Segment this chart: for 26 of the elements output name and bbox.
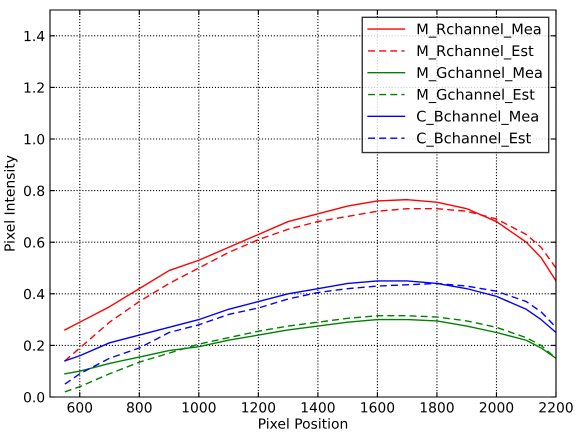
y-tick-label: 1.0 — [24, 134, 44, 144]
x-tick-label: 600 — [67, 402, 92, 413]
legend-label: M_Rchannel_Mea — [418, 23, 540, 38]
legend-label: M_Rchannel_Est — [418, 44, 534, 60]
x-tick-label: 1600 — [361, 402, 394, 413]
line-series — [64, 282, 556, 385]
x-tick-label: 1400 — [302, 402, 335, 413]
y-tick-label: 0.6 — [24, 237, 44, 248]
y-tick-label: 0.8 — [24, 186, 44, 196]
x-tick-label: 800 — [126, 402, 152, 413]
x-tick-label: 1800 — [420, 402, 454, 413]
y-tick-label: 1.2 — [24, 82, 44, 93]
x-tick-label: 1200 — [242, 402, 276, 413]
y-tick-label: 0.0 — [24, 392, 44, 402]
y-tick-label: 0.2 — [24, 340, 44, 351]
legend-label: M_Gchannel_Mea — [418, 66, 542, 82]
legend-label: M_Gchannel_Est — [418, 88, 535, 104]
x-tick-label: 1000 — [182, 402, 216, 413]
legend-label: C_Bchannel_Mea — [417, 110, 538, 125]
x-axis-title: Pixel Position — [259, 418, 348, 429]
x-tick-label: 2200 — [539, 402, 573, 413]
y-tick-label: 0.4 — [24, 288, 44, 300]
x-tick-label: 2000 — [480, 402, 514, 413]
y-axis-title: Pixel Intensity — [4, 155, 18, 251]
legend-label: C_Bchannel_Est — [417, 132, 531, 147]
y-tick-label: 1.4 — [24, 30, 44, 42]
